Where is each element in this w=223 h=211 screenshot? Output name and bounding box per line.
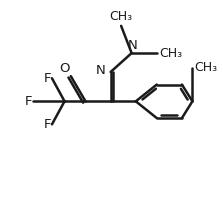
- Text: N: N: [128, 39, 138, 52]
- Text: CH₃: CH₃: [194, 61, 218, 74]
- Text: F: F: [43, 72, 51, 85]
- Text: CH₃: CH₃: [109, 10, 133, 23]
- Text: F: F: [25, 95, 32, 108]
- Text: F: F: [43, 118, 51, 131]
- Text: CH₃: CH₃: [159, 47, 182, 60]
- Text: N: N: [96, 64, 105, 77]
- Text: O: O: [59, 62, 70, 75]
